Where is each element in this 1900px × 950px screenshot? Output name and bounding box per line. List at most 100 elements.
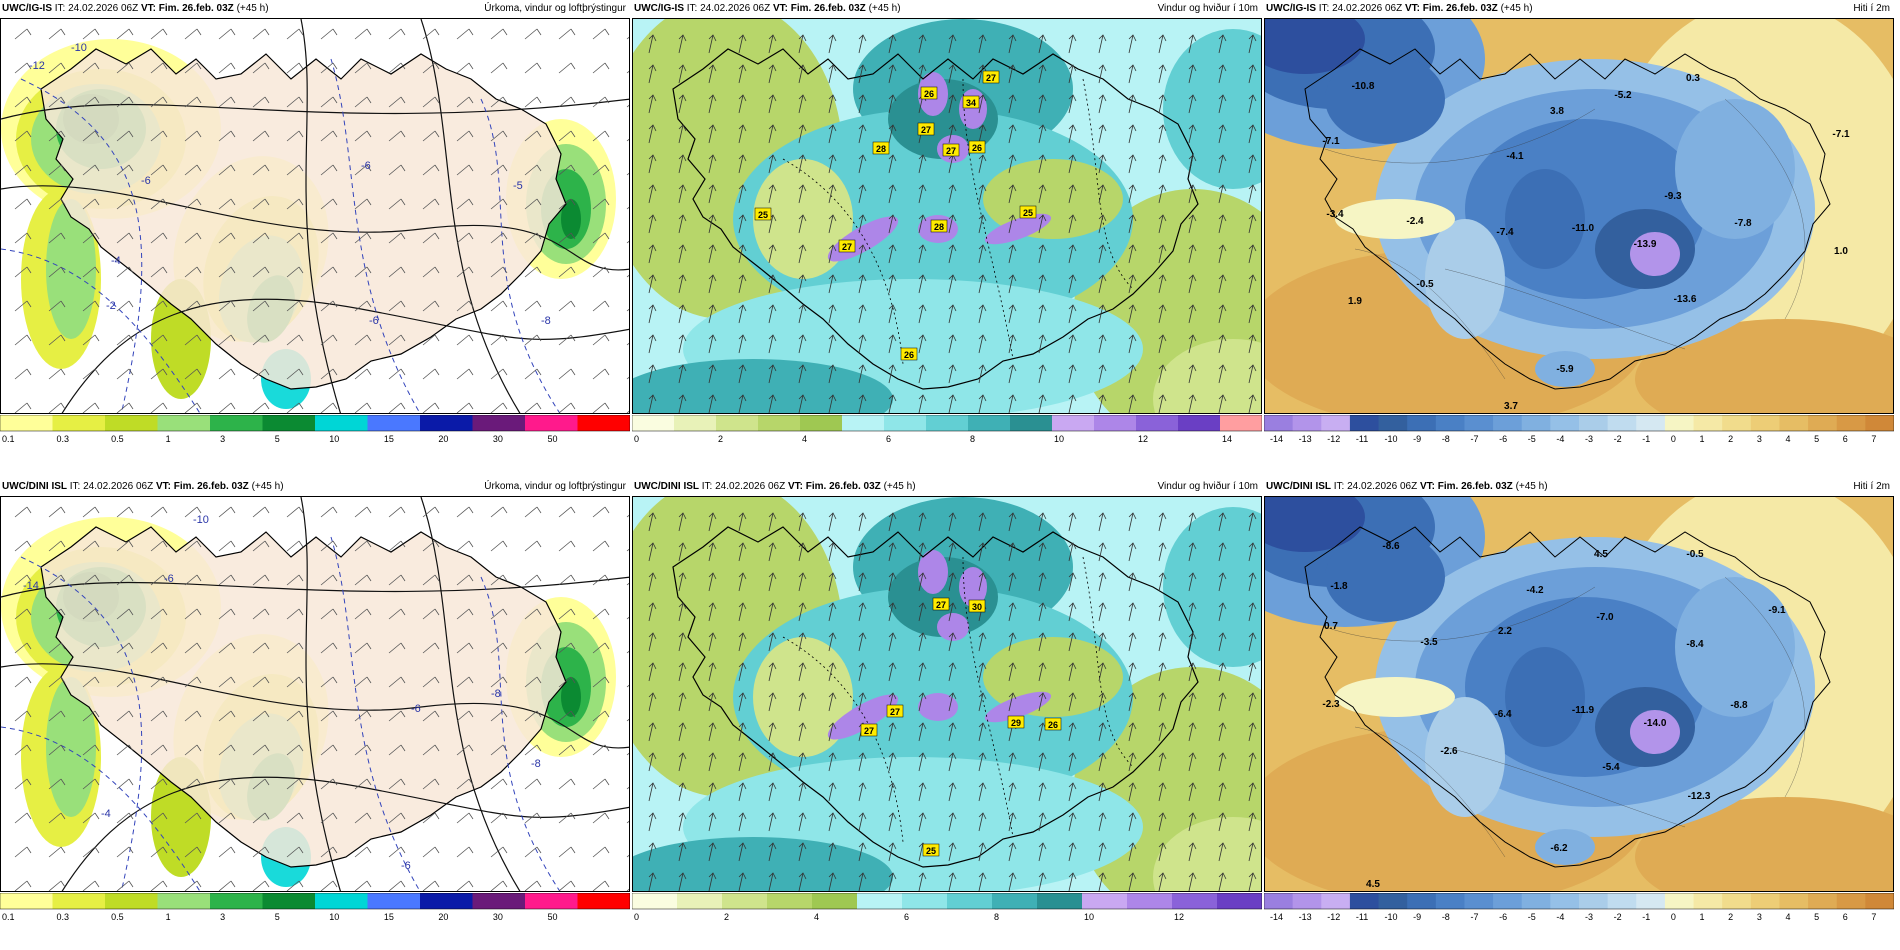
scale-swatch <box>1693 893 1723 909</box>
temperature-value: 4.5 <box>1594 549 1608 560</box>
scale-swatch <box>52 893 106 909</box>
lead-time: (+45 h) <box>1515 481 1548 492</box>
scale-tick-label: -11 <box>1356 434 1368 444</box>
color-scale: 0.1 0.3 0.5 1 3 5 10 15 20 30 50 <box>0 893 630 923</box>
scale-swatch <box>1082 893 1128 909</box>
gust-label-box <box>968 140 986 154</box>
gust-label-box <box>930 219 948 233</box>
scale-tick-label: 5 <box>275 912 280 922</box>
temperature-label: -10 <box>71 42 87 54</box>
coastline <box>1304 48 1831 390</box>
scale-swatch <box>758 415 801 431</box>
scale-tick-label: 0.3 <box>57 912 70 922</box>
scale-swatch <box>1172 893 1218 909</box>
scale-tick-label: 5 <box>1814 912 1819 922</box>
scale-swatch <box>1493 415 1523 431</box>
scale-swatch <box>1292 893 1322 909</box>
init-time: 24.02.2026 06Z <box>68 3 139 14</box>
land-fill <box>41 527 566 867</box>
temperature-value: -5.4 <box>1602 762 1620 773</box>
temperature-label: -10 <box>193 514 209 526</box>
it-label: IT: <box>54 3 66 14</box>
scale-tick-label: 5 <box>275 434 280 444</box>
scale-swatch <box>1550 893 1580 909</box>
scale-swatch <box>1722 893 1752 909</box>
temperature-label: -6 <box>141 175 151 187</box>
map-view[interactable]: -10 -14 -6 -8 -8 -4 -6 -6 <box>0 496 630 892</box>
temperature-value: 1.0 <box>1834 246 1848 257</box>
map-view[interactable]: -8.6 4.5 -0.5 -1.8 -4.2 -9.1 -7.0 0.7 2.2 -3.5 -8.… <box>1264 496 1894 892</box>
scale-tick-label: 4 <box>1785 912 1790 922</box>
color-scale: 0.1 0.3 0.5 1 3 5 10 15 20 30 50 <box>0 415 630 445</box>
model-name: UWC/IG-IS <box>1266 3 1316 14</box>
map-view[interactable]: -10.8 -7.1 3.8 -5.2 0.3 -4.1 -7.1 -9.3 -3.4 -2.4 -… <box>1264 18 1894 414</box>
scale-swatch <box>1493 893 1523 909</box>
scale-tick-label: 30 <box>493 434 503 444</box>
temperature-value: 3.8 <box>1550 106 1564 117</box>
temperature-value: -2.4 <box>1406 216 1424 227</box>
scale-swatch <box>315 415 368 431</box>
panel-header: UWC/DINI ISL IT: 24.02.2026 06Z VT: Fim.… <box>0 478 630 496</box>
scale-tick-label: 0 <box>1671 434 1676 444</box>
scale-swatch <box>716 415 759 431</box>
scale-tick-label: 6 <box>1843 434 1848 444</box>
temperature-value: -4.2 <box>1526 585 1544 596</box>
temperature-value: -0.5 <box>1416 279 1434 290</box>
scale-tick-label: 0 <box>1671 912 1676 922</box>
valid-time: Fim. 26.feb. 03Z <box>173 481 249 492</box>
scale-swatch <box>992 893 1038 909</box>
gust-value: 26 <box>972 143 982 153</box>
scale-swatch <box>1010 415 1053 431</box>
map-view[interactable]: -12 -10 -6 -4 -2 -6 -8 -5 -6 <box>0 18 630 414</box>
scale-tick-label: -5 <box>1528 434 1536 444</box>
scale-swatch <box>1607 893 1637 909</box>
temperature-label: -14 <box>23 580 39 592</box>
scale-swatch <box>842 415 885 431</box>
map-svg: 26 27 34 27 28 27 26 25 28 25 27 26 <box>633 19 1261 413</box>
scale-swatch <box>1264 893 1294 909</box>
map-view[interactable]: 26 27 34 27 28 27 26 25 28 25 27 26 <box>632 18 1262 414</box>
scale-tick-label: -10 <box>1385 912 1398 922</box>
gust-value: 26 <box>904 350 914 360</box>
scale-tick-label: 4 <box>814 912 819 922</box>
gust-value: 29 <box>1011 718 1021 728</box>
vt-label: VT: <box>787 481 803 492</box>
scale-tick-label: 1 <box>166 434 171 444</box>
valid-time: Fim. 26.feb. 03Z <box>1437 481 1513 492</box>
scale-swatch <box>105 415 158 431</box>
vt-label: VT: <box>140 3 156 14</box>
temperature-value: -4.1 <box>1506 151 1524 162</box>
scale-tick-label: -8 <box>1442 912 1450 922</box>
temperature-value: 2.2 <box>1498 626 1512 637</box>
scale-tick-label: -13 <box>1299 912 1312 922</box>
scale-swatch <box>210 893 263 909</box>
scale-swatch <box>968 415 1011 431</box>
scale-tick-label: 6 <box>904 912 909 922</box>
temperature-label: -6 <box>401 860 411 872</box>
scale-tick-label: 2 <box>1728 434 1733 444</box>
gust-label-box <box>942 143 960 157</box>
valid-time: Fim. 26.feb. 03Z <box>158 3 234 14</box>
map-view[interactable]: 27 30 27 27 29 26 25 <box>632 496 1262 892</box>
scale-tick-label: -9 <box>1413 434 1421 444</box>
scale-tick-label: 10 <box>329 912 339 922</box>
scale-swatch <box>1550 415 1580 431</box>
gust-value: 25 <box>758 210 768 220</box>
gust-value: 27 <box>890 707 900 717</box>
scale-tick-label: 8 <box>994 912 999 922</box>
temperature-label: -8 <box>531 758 541 770</box>
gust-label-box <box>917 122 935 136</box>
temperature-labels: -12 -10 -6 -4 -2 -6 -8 -5 -6 <box>29 42 551 327</box>
init-time: 24.02.2026 06Z <box>715 481 786 492</box>
gust-value: 28 <box>934 222 944 232</box>
scale-swatch <box>525 893 578 909</box>
color-scale-svg: 0.1 0.3 0.5 1 3 5 10 15 20 30 50 <box>0 415 630 444</box>
scale-tick-label: -12 <box>1327 434 1340 444</box>
scale-tick-label: -1 <box>1642 912 1650 922</box>
panel-header: UWC/DINI ISL IT: 24.02.2026 06Z VT: Fim.… <box>1264 478 1894 496</box>
lead-time: (+45 h) <box>251 481 284 492</box>
gust-value: 26 <box>1048 720 1058 730</box>
map-svg: -12 -10 -6 -4 -2 -6 -8 -5 -6 <box>1 19 629 413</box>
coastline <box>40 48 567 390</box>
temperature-value: 2.6 <box>1422 413 1436 414</box>
